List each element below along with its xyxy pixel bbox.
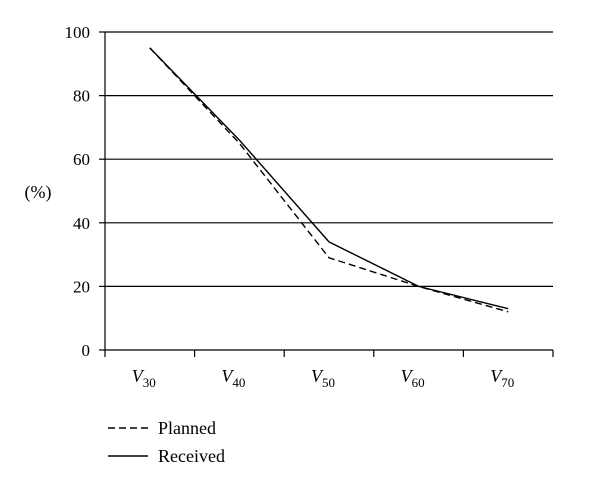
y-axis-label: (%) (25, 182, 52, 203)
legend-label-received: Received (158, 446, 225, 466)
legend-label-planned: Planned (158, 418, 216, 438)
x-tick-label: V30 (132, 366, 156, 390)
y-tick-label: 60 (73, 150, 90, 169)
x-tick-label: V70 (490, 366, 514, 390)
series-line-received (149, 47, 509, 310)
series-line-planned (149, 47, 509, 313)
axes (99, 31, 554, 357)
x-tick-labels: V30 V40 V50 V60 V70 (132, 366, 514, 390)
y-tick-label: 20 (73, 277, 90, 296)
x-tick-label: V40 (221, 366, 245, 390)
x-tick-label: V50 (311, 366, 335, 390)
legend: Planned Received (108, 418, 225, 466)
y-tick-label: 40 (73, 214, 90, 233)
y-tick-labels: 0 20 40 60 80 100 (65, 23, 91, 360)
gridlines (105, 31, 553, 287)
series-lines (149, 47, 509, 313)
x-tick-label: V60 (401, 366, 425, 390)
y-tick-label: 100 (65, 23, 91, 42)
y-tick-label: 80 (73, 87, 90, 106)
y-tick-label: 0 (82, 341, 91, 360)
